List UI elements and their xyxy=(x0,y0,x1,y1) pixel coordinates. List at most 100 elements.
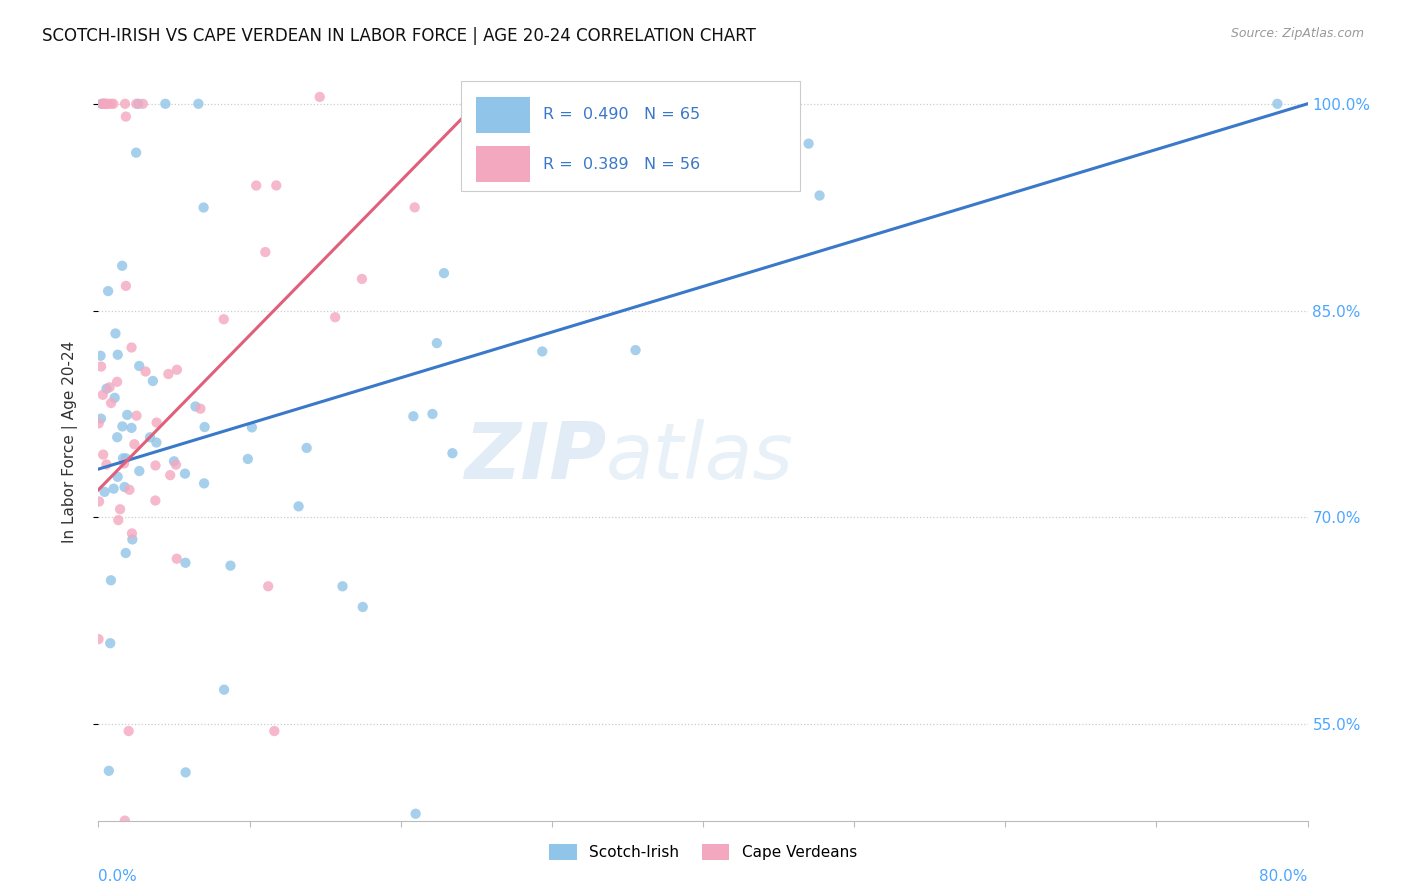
Point xyxy=(145,458,167,473)
Point xyxy=(121,526,143,541)
Text: 0.0%: 0.0% xyxy=(98,869,138,884)
Point xyxy=(166,363,188,377)
Point xyxy=(91,448,114,462)
Point xyxy=(128,359,150,373)
Point xyxy=(266,178,288,193)
Point xyxy=(107,513,129,527)
Point xyxy=(98,636,121,650)
Point xyxy=(586,152,609,166)
Point xyxy=(155,96,177,111)
Point xyxy=(308,90,330,104)
Text: SCOTCH-IRISH VS CAPE VERDEAN IN LABOR FORCE | AGE 20-24 CORRELATION CHART: SCOTCH-IRISH VS CAPE VERDEAN IN LABOR FO… xyxy=(42,27,756,45)
Point xyxy=(245,178,267,193)
Point xyxy=(254,245,277,260)
Point xyxy=(97,284,120,298)
Point xyxy=(422,407,444,421)
Point xyxy=(135,364,157,378)
FancyBboxPatch shape xyxy=(461,81,800,191)
Point xyxy=(100,96,122,111)
Point xyxy=(404,200,426,214)
Point xyxy=(100,574,122,588)
Point xyxy=(352,599,374,614)
Point xyxy=(103,96,125,111)
Point xyxy=(121,421,143,435)
Point xyxy=(589,90,612,104)
Point xyxy=(108,502,131,516)
Point xyxy=(1267,96,1289,111)
Point xyxy=(166,551,188,566)
Point xyxy=(193,201,215,215)
Point xyxy=(94,96,117,111)
Text: atlas: atlas xyxy=(606,418,794,495)
Point xyxy=(118,483,141,497)
Point xyxy=(97,96,120,111)
Bar xyxy=(475,96,530,133)
Point xyxy=(263,724,285,739)
Point xyxy=(287,500,309,514)
Point xyxy=(93,484,115,499)
Point xyxy=(145,416,167,430)
Point xyxy=(97,764,120,778)
Point xyxy=(114,546,136,560)
Point xyxy=(121,341,143,355)
Point xyxy=(107,470,129,484)
Point xyxy=(90,349,112,363)
Point xyxy=(98,380,121,394)
Point xyxy=(405,806,427,821)
Point xyxy=(96,458,118,472)
Point xyxy=(118,724,141,739)
Point xyxy=(426,336,449,351)
Point xyxy=(668,90,690,104)
Point xyxy=(193,476,215,491)
Point xyxy=(93,96,115,111)
Point xyxy=(125,96,148,111)
Point xyxy=(139,430,162,444)
Point xyxy=(295,441,318,455)
Point xyxy=(759,90,782,104)
Point xyxy=(433,266,456,280)
Point xyxy=(111,419,134,434)
Point xyxy=(100,396,122,410)
Point xyxy=(112,457,135,471)
Point xyxy=(87,494,110,508)
Point xyxy=(159,468,181,483)
Point xyxy=(105,375,128,389)
Point xyxy=(174,556,197,570)
Point xyxy=(350,272,373,286)
Point xyxy=(163,454,186,468)
Point xyxy=(125,145,148,160)
Point xyxy=(114,814,136,828)
Point xyxy=(91,96,114,111)
Point xyxy=(91,388,114,402)
Point xyxy=(212,682,235,697)
Point xyxy=(114,96,136,111)
Point xyxy=(194,420,217,434)
Text: 80.0%: 80.0% xyxy=(1260,869,1308,884)
Point xyxy=(90,411,112,425)
Point xyxy=(111,259,134,273)
Point xyxy=(157,367,180,381)
Point xyxy=(212,312,235,326)
Legend: Scotch-Irish, Cape Verdeans: Scotch-Irish, Cape Verdeans xyxy=(543,838,863,866)
Point xyxy=(142,374,165,388)
Point xyxy=(775,168,797,182)
Point xyxy=(441,446,464,460)
Point xyxy=(190,401,212,416)
Point xyxy=(90,359,112,374)
Point xyxy=(624,343,647,358)
Point xyxy=(93,96,115,111)
Point xyxy=(323,310,346,325)
Point xyxy=(115,408,138,422)
Text: ZIP: ZIP xyxy=(464,418,606,495)
Point xyxy=(240,420,263,434)
Point xyxy=(332,579,354,593)
Point xyxy=(128,464,150,478)
Point xyxy=(145,493,167,508)
Point xyxy=(219,558,242,573)
Point xyxy=(104,391,127,405)
Point xyxy=(515,90,537,104)
Point xyxy=(124,437,146,451)
Point xyxy=(797,136,820,151)
Point xyxy=(90,96,112,111)
Point xyxy=(531,344,554,359)
